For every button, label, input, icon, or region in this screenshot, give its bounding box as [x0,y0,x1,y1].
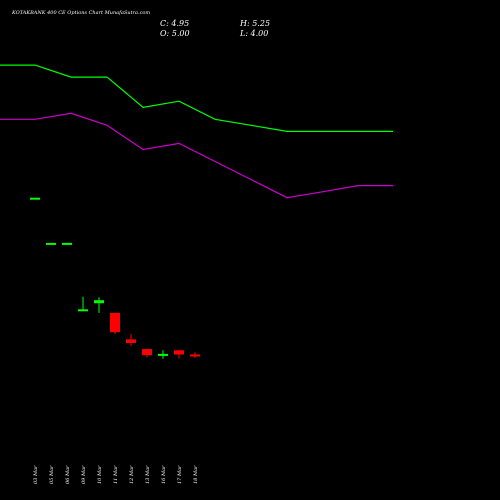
indicator-line-2 [0,112,393,199]
x-tick-label: 17 Mar [177,465,183,484]
indicator-lines [0,64,393,199]
x-tick-label: 16 Mar [161,465,167,484]
candle-body [142,349,152,356]
candle-body [174,350,184,355]
candle [142,349,152,358]
candle-body [46,242,56,245]
x-tick-label: 06 Mar [65,465,71,484]
open-readout: O: 5.00 [160,29,190,38]
x-axis-ticks: 03 Mar 05 Mar 06 Mar 09 Mar 10 Mar 11 Mar 12 M… [33,465,199,484]
candle [94,297,104,313]
candle-body [30,197,40,200]
x-tick-label: 05 Mar [49,465,55,484]
candle [174,350,184,359]
candle [110,312,120,334]
x-tick-label: 12 Mar [129,465,135,484]
high-readout: H: 5.25 [239,19,270,28]
x-tick-label: 18 Mar [193,465,199,484]
candle [62,242,72,245]
candle [126,334,136,346]
x-tick-label: 03 Mar [33,465,39,484]
x-tick-label: 09 Mar [81,465,87,484]
candle [78,296,88,312]
candle-body [158,353,168,356]
x-tick-label: 11 Mar [113,465,119,484]
candle-body [126,339,136,343]
candle [30,197,40,200]
candle [190,352,200,359]
candle-body [94,300,104,304]
candles [30,197,200,359]
candle [46,242,56,245]
candle [158,350,168,359]
x-tick-label: 13 Mar [145,465,151,484]
candle-body [110,312,120,333]
chart-title: KOTAKBANK 400 CE Options Chart MunafaSut… [11,10,150,16]
candle-body [78,309,88,312]
indicator-line-1 [0,64,393,132]
candle-body [62,242,72,245]
candle-body [190,354,200,357]
low-readout: L: 4.00 [239,29,268,38]
x-tick-label: 10 Mar [97,465,103,484]
close-readout: C: 4.95 [160,19,189,28]
